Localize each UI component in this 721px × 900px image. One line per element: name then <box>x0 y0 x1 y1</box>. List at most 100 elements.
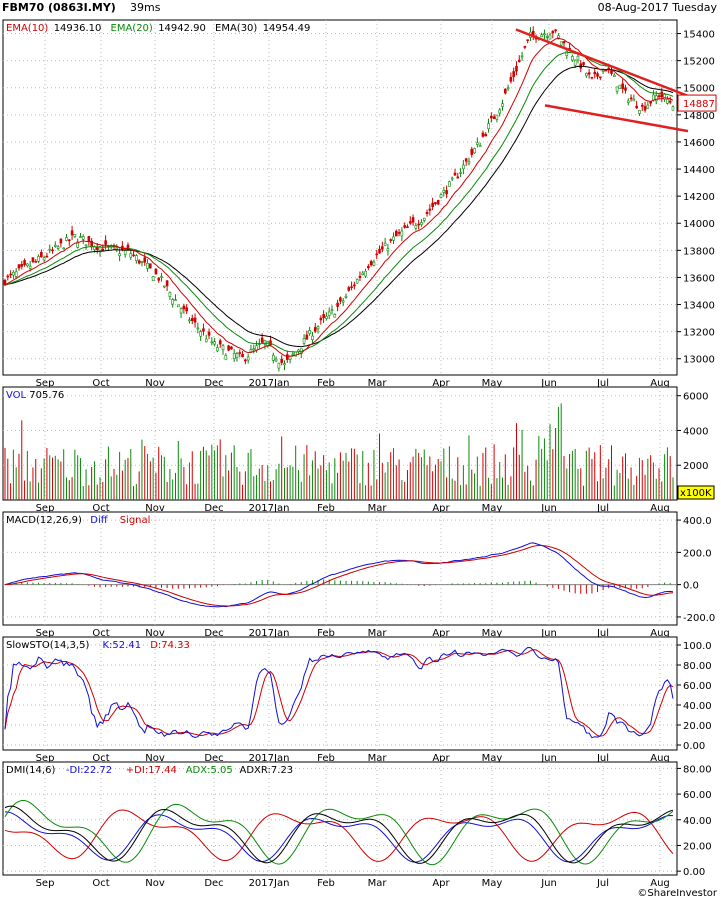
sto-tick-label: 80.00 <box>683 661 712 672</box>
macd-tick-label: 400.0 <box>683 516 712 527</box>
candle-body <box>355 279 359 284</box>
candle-body <box>406 226 409 228</box>
candle-body <box>501 103 504 107</box>
vol-legend-label: VOL <box>6 390 27 401</box>
candle-body <box>241 353 244 358</box>
candle-body <box>601 69 605 72</box>
candle-body <box>143 257 147 263</box>
dmi-month-label: 2017Jan <box>249 878 290 889</box>
candle-body <box>467 161 471 164</box>
price-tick-label: 13400 <box>683 301 715 312</box>
candle-body <box>632 98 636 102</box>
candle-body <box>478 145 482 147</box>
candle-body <box>436 200 440 205</box>
macd-month-label: May <box>482 628 503 639</box>
candle-body <box>540 34 543 38</box>
ema30-line <box>4 65 674 348</box>
candle-body <box>40 252 43 258</box>
candle-body <box>431 202 434 207</box>
macd-diff-line <box>4 542 674 608</box>
vol-month-label: Nov <box>145 503 165 514</box>
vol-legend-value: 705.76 <box>29 390 64 401</box>
macd-tick-label: -200.0 <box>683 613 715 624</box>
sto-month-label: Mar <box>368 753 388 764</box>
candle-body <box>593 71 597 75</box>
candle-body <box>204 338 208 343</box>
candle-body <box>23 260 26 266</box>
macd-tick-label: 0.0 <box>683 581 699 592</box>
sto-tick-label: 40.00 <box>683 701 712 712</box>
sto-month-label: Apr <box>432 753 450 764</box>
ema10-line <box>4 37 674 357</box>
candle-body <box>543 33 546 36</box>
candle-body <box>509 76 513 82</box>
vol-month-label: Aug <box>650 503 670 514</box>
vol-month-label: Oct <box>92 503 109 514</box>
symbol-title: FBM70 (0863I.MY) <box>2 1 116 14</box>
macd-tick-label: 200.0 <box>683 548 712 559</box>
candle-body <box>216 347 219 352</box>
candle-body <box>135 255 138 261</box>
candle-body <box>81 236 85 240</box>
price-tick-label: 14400 <box>683 165 715 176</box>
candle-body <box>590 76 594 79</box>
price-month-label: Feb <box>317 378 335 389</box>
candle-body <box>42 257 46 261</box>
candle-body <box>168 292 172 297</box>
candle-body <box>585 73 588 77</box>
candle-body <box>347 287 351 291</box>
candle-body <box>613 74 616 77</box>
candle-body <box>327 311 331 316</box>
candle-body <box>411 217 415 223</box>
candle-body <box>624 87 627 91</box>
price-month-label: Jul <box>596 378 609 389</box>
candle-body <box>20 264 24 267</box>
candle-body <box>596 73 599 77</box>
candle-body <box>484 134 488 137</box>
candle-body <box>37 256 40 262</box>
vol-month-label: Feb <box>317 503 335 514</box>
sto-tick-label: 60.00 <box>683 681 712 692</box>
dmi-month-label: Apr <box>432 878 450 889</box>
candle-body <box>179 308 183 314</box>
candle-body <box>640 104 644 107</box>
dmi-month-label: Nov <box>145 878 165 889</box>
candle-body <box>350 286 353 288</box>
candle-body <box>235 353 239 358</box>
candle-body <box>9 273 12 276</box>
dmi-month-label: Sep <box>36 878 55 889</box>
macd-signal-line <box>4 545 674 607</box>
price-tick-label: 13200 <box>683 328 715 339</box>
candle-body <box>545 36 549 38</box>
candle-body <box>188 319 191 322</box>
candle-body <box>185 307 188 312</box>
macd-panel-frame <box>2 511 678 626</box>
candle-body <box>425 211 429 215</box>
dmi-plus-di-line <box>4 809 674 862</box>
candle-body <box>54 244 57 247</box>
dmi-month-label: Aug <box>650 878 670 889</box>
candle-body <box>232 353 236 360</box>
sto-legend-label: K:52.41 <box>103 640 142 651</box>
price-tick-label: 14600 <box>683 138 715 149</box>
sto-month-label: Nov <box>145 753 165 764</box>
candle-body <box>154 268 158 275</box>
candle-body <box>551 30 555 34</box>
price-tick-label: 15200 <box>683 57 715 68</box>
candle-body <box>492 116 496 119</box>
candle-body <box>397 232 401 234</box>
price-month-label: Mar <box>368 378 388 389</box>
candle-body <box>129 253 133 258</box>
macd-legend-label: MACD(12,26,9) <box>6 515 82 526</box>
price-tick-label: 13600 <box>683 273 715 284</box>
candle-body <box>149 263 152 269</box>
candle-body <box>599 76 602 79</box>
candle-body <box>571 56 574 61</box>
sto-legend-label: SlowSTO(14,3,5) <box>6 640 89 651</box>
candle-body <box>517 59 521 62</box>
candle-body <box>389 239 393 241</box>
price-panel-frame <box>2 19 678 376</box>
candle-body <box>364 270 367 277</box>
macd-legend-label: Diff <box>90 515 108 526</box>
candle-body <box>274 358 278 362</box>
